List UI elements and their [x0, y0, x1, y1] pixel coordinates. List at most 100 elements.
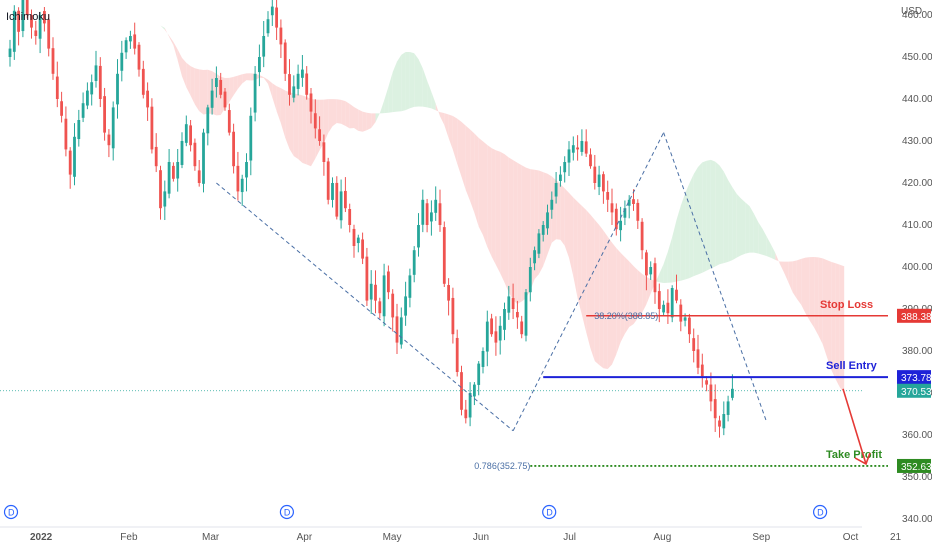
cloud-segment	[478, 137, 483, 236]
candle	[520, 315, 524, 339]
indicator-label[interactable]: Ichimoku	[6, 11, 50, 23]
cloud-segment	[126, 29, 131, 31]
candle	[365, 247, 369, 307]
candle	[541, 221, 545, 242]
x-tick-label: Aug	[654, 532, 672, 543]
cloud-segment	[263, 77, 268, 84]
candle-body	[692, 338, 696, 351]
cloud-segment	[805, 257, 810, 321]
candle-body	[159, 170, 162, 209]
candle-body	[262, 36, 266, 57]
candle	[129, 30, 132, 49]
candle	[227, 103, 231, 136]
candle	[503, 302, 506, 341]
candle-body	[464, 409, 468, 419]
candle	[451, 287, 455, 344]
cloud-segment	[809, 257, 815, 328]
candle-body	[30, 15, 33, 28]
cloud-segment	[349, 103, 354, 129]
cloud-segment	[689, 174, 694, 279]
candle-body	[412, 250, 416, 275]
cloud-segment	[379, 100, 385, 114]
ichimoku-cloud	[121, 20, 845, 393]
candle	[210, 78, 214, 115]
candle-body	[430, 212, 433, 222]
candle-body	[202, 132, 205, 184]
cloud-segment	[573, 197, 578, 299]
candle-body	[645, 252, 648, 276]
candle-body	[705, 380, 708, 385]
candle-body	[275, 7, 278, 28]
trade-arrow	[842, 388, 867, 465]
trade-levels: Stop Loss 38.20%(388.85) Sell Entry Take Pr…	[0, 299, 888, 471]
y-tick-label: 400.00	[902, 262, 932, 273]
candle	[481, 347, 485, 374]
candle	[606, 180, 610, 212]
cloud-segment	[190, 66, 195, 105]
candle	[546, 204, 549, 235]
candle-body	[176, 162, 180, 179]
candle	[154, 133, 158, 173]
candle-body	[417, 225, 420, 248]
cloud-segment	[680, 193, 686, 281]
candle-body	[546, 212, 549, 229]
candle	[675, 274, 678, 304]
candle-body	[369, 283, 373, 300]
candle-body	[438, 203, 442, 225]
cloud-segment	[276, 86, 281, 124]
candle	[533, 246, 536, 271]
candle	[326, 157, 330, 205]
cloud-segment	[504, 154, 509, 293]
candle-body	[404, 296, 407, 316]
cloud-segment	[745, 202, 750, 254]
cloud-segment	[495, 150, 501, 274]
cloud-segment	[298, 94, 303, 163]
candle	[705, 376, 708, 392]
candle-body	[21, 0, 25, 32]
candle	[455, 329, 459, 377]
cloud-segment	[323, 99, 329, 144]
candle	[313, 99, 317, 139]
candle	[550, 191, 554, 219]
candle-body	[593, 166, 597, 183]
cloud-segment	[186, 62, 191, 96]
cloud-segment	[676, 205, 681, 282]
candle	[722, 401, 726, 436]
candle-body	[679, 304, 683, 322]
y-tick-label: 380.00	[902, 346, 932, 357]
x-tick-label: Sep	[752, 532, 770, 543]
candle-body	[86, 90, 89, 106]
cloud-segment	[586, 210, 591, 349]
cloud-segment	[465, 125, 471, 202]
x-tick-label: 21	[890, 532, 902, 543]
price-axis: 340.00350.00360.00370.00380.00390.00400.…	[897, 10, 932, 525]
cloud-segment	[547, 173, 552, 255]
candle	[645, 249, 648, 291]
cloud-segment	[229, 76, 234, 102]
cloud-segment	[685, 183, 690, 280]
candle-body	[391, 293, 395, 318]
cloud-segment	[710, 159, 716, 269]
cloud-segment	[332, 99, 337, 127]
candle-body	[206, 107, 210, 134]
cloud-segment	[358, 109, 363, 132]
candle-body	[305, 73, 309, 95]
cloud-segment	[362, 111, 367, 132]
candle-body	[64, 118, 68, 150]
candle-body	[47, 19, 51, 49]
cloud-segment	[306, 96, 311, 167]
candle	[731, 374, 734, 401]
dividend-marker-label: D	[546, 508, 553, 518]
cloud-segment	[762, 228, 767, 257]
cloud-segment	[169, 35, 174, 46]
cloud-segment	[302, 95, 307, 165]
candle-body	[283, 42, 287, 74]
y-tick-label: 420.00	[902, 178, 932, 189]
candle	[434, 186, 438, 221]
cloud-segment	[526, 167, 531, 299]
trade-arrow-head	[854, 452, 871, 466]
cloud-segment	[414, 53, 419, 107]
candle-body	[498, 325, 502, 341]
candle-body	[614, 208, 618, 230]
